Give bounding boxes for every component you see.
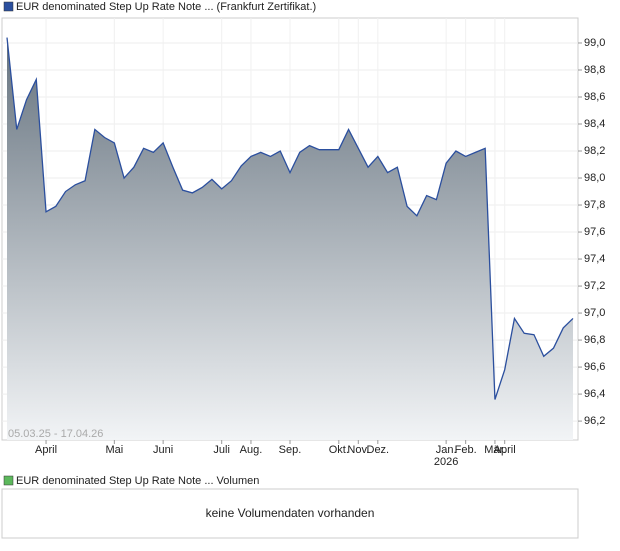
x-tick-sublabel: 2026 [434,456,458,468]
volume-legend: EUR denominated Step Up Rate Note ... Vo… [16,475,259,487]
y-tick-label: 98,4 [584,118,605,130]
y-tick-label: 97,2 [584,280,605,292]
x-tick-label: April [494,444,516,456]
x-tick-label: Mär. [484,444,505,456]
x-tick-label: April [35,444,57,456]
y-tick-label: 96,8 [584,334,605,346]
y-tick-label: 96,4 [584,388,605,400]
y-tick-label: 98,0 [584,172,605,184]
volume-message: keine Volumendaten vorhanden [206,506,375,520]
y-tick-label: 96,6 [584,361,605,373]
y-tick-label: 97,8 [584,199,605,211]
y-tick-label: 98,8 [584,64,605,76]
y-tick-label: 97,6 [584,226,605,238]
x-tick-label: Mai [105,444,123,456]
line [6,37,574,400]
area [7,37,573,440]
legend-swatch [3,1,14,12]
y-tick-label: 98,6 [584,91,605,103]
legend-swatch [3,475,14,486]
y-tick-label: 97,4 [584,253,605,265]
legend-label: EUR denominated Step Up Rate Note ... (F… [16,1,316,13]
x-tick-label: Jan. [436,444,457,456]
y-tick-label: 98,2 [584,145,605,157]
range-label: 05.03.25 - 17.04.26 [8,428,103,440]
x-tick-label: Aug. [240,444,263,456]
x-tick-label: Feb. [455,444,477,456]
volume-frame [1,488,579,539]
x-tick-label: Nov. [347,444,369,456]
x-tick-label: Juni [153,444,173,456]
y-tick-label: 96,2 [584,415,605,427]
x-tick-label: Sep. [279,444,302,456]
x-tick-label: Dez. [367,444,390,456]
x-tick-label: Okt. [329,444,349,456]
y-tick-label: 97,0 [584,307,605,319]
x-tick-label: Juli [213,444,230,456]
y-tick-label: 99,0 [584,37,605,49]
